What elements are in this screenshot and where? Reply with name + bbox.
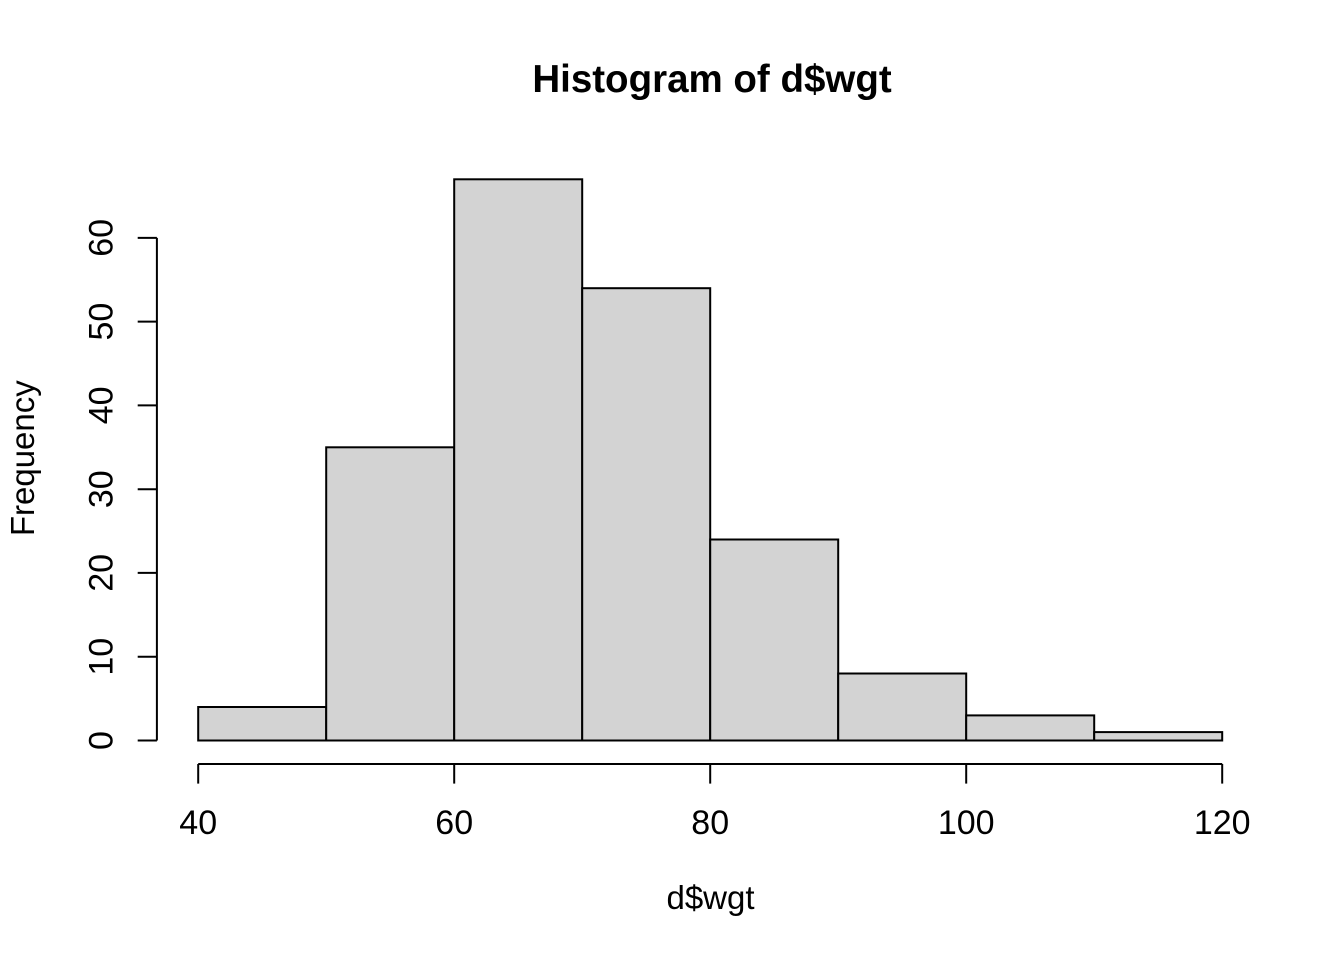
svg-text:100: 100 bbox=[938, 804, 995, 842]
svg-text:40: 40 bbox=[179, 804, 217, 842]
svg-text:120: 120 bbox=[1194, 804, 1251, 842]
svg-text:20: 20 bbox=[82, 554, 120, 592]
svg-text:40: 40 bbox=[82, 386, 120, 424]
svg-text:60: 60 bbox=[82, 219, 120, 257]
svg-text:Histogram of d$wgt: Histogram of d$wgt bbox=[532, 58, 892, 101]
svg-text:30: 30 bbox=[82, 470, 120, 508]
svg-text:50: 50 bbox=[82, 303, 120, 341]
svg-text:60: 60 bbox=[435, 804, 473, 842]
svg-text:80: 80 bbox=[691, 804, 729, 842]
svg-text:10: 10 bbox=[82, 638, 120, 676]
svg-text:d$wgt: d$wgt bbox=[666, 879, 754, 916]
svg-text:0: 0 bbox=[82, 731, 120, 750]
svg-text:Frequency: Frequency bbox=[4, 380, 41, 536]
